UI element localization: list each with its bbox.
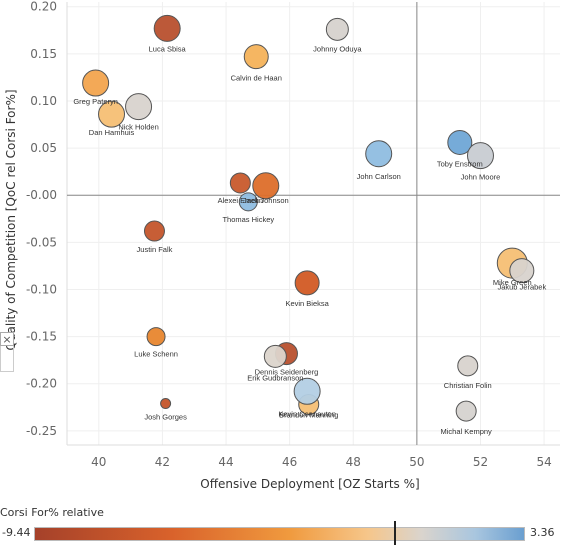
- point-label-michal-kempny: Michal Kempny: [441, 427, 493, 436]
- point-calvin-de-haan[interactable]: [243, 44, 269, 70]
- point-christian-folin[interactable]: [457, 355, 479, 377]
- point-label-josh-gorges: Josh Gorges: [144, 413, 187, 422]
- point-labels: Luca Sbisa Johnny Oduya Calvin de Haan Greg…: [73, 44, 546, 436]
- y-tick-label: -0.15: [26, 330, 57, 344]
- x-tick-label: 52: [473, 455, 488, 469]
- legend-collapse-button[interactable]: ×: [0, 332, 14, 346]
- x-tick-label: 40: [91, 455, 106, 469]
- y-tick-label: -0.10: [26, 282, 57, 296]
- x-tick-label: 42: [155, 455, 170, 469]
- point-label-luca-sbisa: Luca Sbisa: [149, 44, 187, 53]
- point-label-nick-holden: Nick Holden: [118, 123, 158, 132]
- point-label-alexei-emelin: Alexei Emelin: [218, 196, 263, 205]
- point-label-john-moore: John Moore: [461, 173, 501, 182]
- color-legend-min: -9.44: [2, 526, 31, 539]
- point-label-john-carlson: John Carlson: [357, 172, 401, 181]
- point-john-carlson[interactable]: [365, 140, 393, 168]
- y-tick-label: 0.10: [30, 94, 57, 108]
- point-label-johnny-oduya: Johnny Oduya: [313, 44, 362, 53]
- x-axis-ticks: 40 42 44 46 48 50 52 54: [91, 455, 552, 469]
- point-label-mike-green: Mike Green: [493, 278, 532, 287]
- color-legend-marker: [394, 521, 396, 545]
- point-label-justin-falk: Justin Falk: [137, 245, 173, 254]
- point-luca-sbisa[interactable]: [153, 14, 181, 42]
- point-label-brandon-manning: Brandon Manning: [279, 410, 338, 419]
- legend-collapse-panel: [0, 346, 14, 372]
- point-john-moore[interactable]: [466, 142, 494, 170]
- x-tick-label: 46: [282, 455, 297, 469]
- y-tick-label: 0.20: [30, 0, 57, 14]
- point-jakub-jerabek[interactable]: [509, 258, 535, 284]
- point-toby-enstrom[interactable]: [447, 129, 473, 155]
- y-tick-label: 0.05: [30, 141, 57, 155]
- x-tick-label: 44: [218, 455, 233, 469]
- point-label-dan-hamhuis: Dan Hamhuis: [89, 128, 135, 137]
- point-label-toby-enstrom: Toby Enstrom: [437, 159, 483, 168]
- x-tick-label: 48: [346, 455, 361, 469]
- point-josh-gorges[interactable]: [160, 398, 172, 410]
- point-dan-hamhuis[interactable]: [98, 100, 126, 128]
- point-label-jack-johnson: Jack Johnson: [243, 196, 289, 205]
- y-tick-label: -0.00: [26, 188, 57, 202]
- grid-lines: [66, 2, 560, 446]
- y-axis-title: Quality of Competition [QoC rel Corsi Fo…: [4, 89, 18, 350]
- point-justin-falk[interactable]: [143, 220, 165, 242]
- x-axis-title: Offensive Deployment [OZ Starts %]: [200, 477, 419, 491]
- point-luke-schenn[interactable]: [146, 327, 166, 347]
- point-label-erik-gudbranson: Erik Gudbranson: [247, 373, 303, 382]
- point-kevin-bieksa[interactable]: [294, 270, 320, 296]
- point-label-luke-schenn: Luke Schenn: [134, 350, 178, 359]
- color-legend-gradient: [34, 527, 525, 541]
- point-thomas-hickey[interactable]: [238, 192, 258, 212]
- y-tick-label: -0.25: [26, 424, 57, 438]
- point-greg-pateryn[interactable]: [82, 69, 110, 97]
- point-nick-holden[interactable]: [125, 93, 153, 121]
- y-tick-label: 0.15: [30, 47, 57, 61]
- point-label-jakub-jerabek: Jakub Jerabek: [497, 283, 546, 292]
- y-axis-ticks: 0.20 0.15 0.10 0.05 -0.00 -0.05 -0.10 -0.15 -0.2…: [26, 0, 57, 438]
- point-label-greg-pateryn: Greg Pateryn: [73, 97, 118, 106]
- point-label-kevin-bieksa: Kevin Bieksa: [285, 299, 329, 308]
- point-label-thomas-hickey: Thomas Hickey: [222, 215, 274, 224]
- x-tick-label: 50: [409, 455, 424, 469]
- point-jack-johnson[interactable]: [252, 172, 280, 200]
- point-label-christian-folin: Christian Folin: [444, 381, 492, 390]
- point-michal-kempny[interactable]: [455, 400, 477, 422]
- y-tick-label: -0.20: [26, 377, 57, 391]
- point-alexei-emelin[interactable]: [229, 172, 251, 194]
- color-legend-title: Corsi For% relative: [0, 506, 104, 519]
- point-kevin-connauton[interactable]: [293, 377, 321, 405]
- color-legend-max: 3.36: [530, 526, 555, 539]
- point-label-calvin-de-haan: Calvin de Haan: [231, 74, 282, 83]
- point-label-dennis-seidenberg: Dennis Seidenberg: [255, 368, 319, 377]
- point-erik-gudbranson[interactable]: [263, 344, 287, 368]
- point-label-kevin-connauton: Kevin Connauton: [278, 409, 336, 418]
- reference-lines: [67, 2, 560, 445]
- data-points: [82, 14, 535, 422]
- x-tick-label: 54: [536, 455, 551, 469]
- y-tick-label: -0.05: [26, 235, 57, 249]
- point-johnny-oduya[interactable]: [325, 17, 349, 41]
